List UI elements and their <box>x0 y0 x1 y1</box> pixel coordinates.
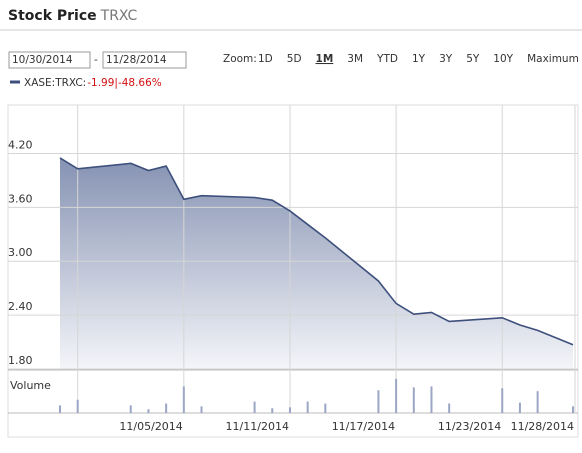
volume-bar <box>76 399 79 413</box>
zoom-option[interactable]: 1Y <box>412 53 426 65</box>
volume-bar <box>324 403 327 413</box>
volume-bar <box>448 403 451 413</box>
volume-bar <box>253 401 256 413</box>
volume-bar <box>501 388 504 413</box>
end-date-input[interactable] <box>102 51 187 69</box>
price-area <box>60 157 573 369</box>
volume-bar <box>412 387 415 413</box>
zoom-option[interactable]: 3M <box>347 53 363 65</box>
x-tick-label: 11/23/2014 <box>438 420 501 433</box>
volume-bar <box>165 403 168 413</box>
zoom-option[interactable]: 1M <box>316 53 334 65</box>
volume-bar <box>395 378 398 413</box>
y-tick-label: 3.60 <box>8 192 33 205</box>
separator: - <box>94 54 98 66</box>
y-tick-label: 1.80 <box>8 354 33 367</box>
volume-bar <box>572 406 574 413</box>
volume-bar <box>306 401 309 413</box>
chart-frame <box>7 104 579 438</box>
end-date: 11/28/2014 <box>106 54 167 66</box>
volume-bar <box>59 405 61 413</box>
symbol: TRXC <box>100 8 138 24</box>
start-date-input[interactable] <box>8 51 91 69</box>
volume-bar <box>288 407 291 413</box>
volume-bar <box>536 391 539 413</box>
zoom-option[interactable]: 10Y <box>493 53 513 65</box>
x-tick-label: 11/11/2014 <box>226 420 289 433</box>
zoom-option[interactable]: 1D <box>258 53 273 65</box>
volume-bar <box>129 405 132 413</box>
volume-label: Volume <box>10 379 51 392</box>
volume-bar <box>147 409 150 413</box>
x-tick-label: 11/28/2014 <box>511 420 574 433</box>
title: Stock Price <box>8 8 97 24</box>
price-line <box>59 157 574 346</box>
volume-bar <box>430 386 433 413</box>
y-tick-label: 4.20 <box>8 138 33 151</box>
x-tick-label: 11/05/2014 <box>119 420 182 433</box>
start-date: 10/30/2014 <box>12 54 73 66</box>
zoom-option[interactable]: Maximum <box>527 53 579 65</box>
zoom-label: Zoom: <box>223 53 257 65</box>
legend-name: XASE:TRXC: <box>24 77 86 89</box>
x-tick-label: 11/17/2014 <box>332 420 395 433</box>
volume-bar <box>377 390 380 413</box>
zoom-option[interactable]: 3Y <box>439 53 453 65</box>
y-tick-label: 2.40 <box>8 300 33 313</box>
volume-bar <box>271 408 274 413</box>
zoom-option[interactable]: 5Y <box>466 53 480 65</box>
volume-bar <box>200 406 203 413</box>
volume-bar <box>518 402 521 413</box>
volume-bar <box>182 386 185 413</box>
zoom-option[interactable]: 5D <box>287 53 302 65</box>
y-tick-label: 3.00 <box>8 246 33 259</box>
zoom-option[interactable]: YTD <box>376 53 398 65</box>
legend-change: -1.99|-48.66% <box>87 77 162 89</box>
